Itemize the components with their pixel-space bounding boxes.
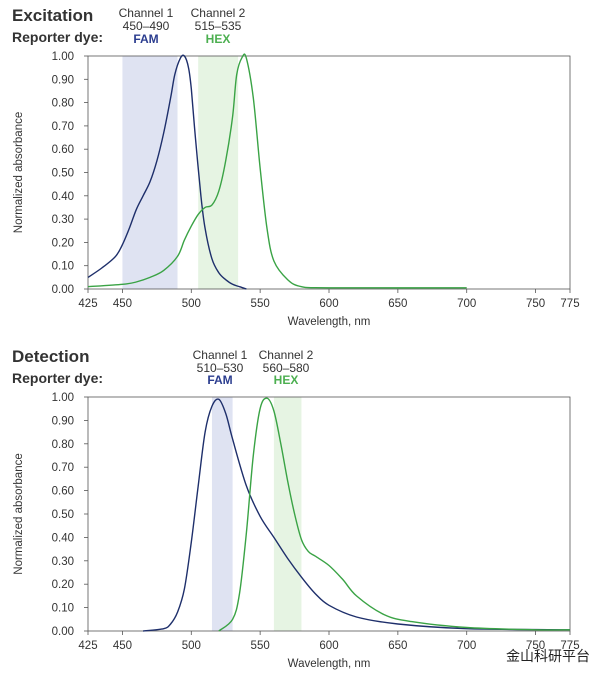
excitation-fam-series-line	[87, 54, 247, 290]
excitation-x-tick-label: 450	[113, 298, 132, 310]
detection-y-tick-label: 0.80	[52, 439, 74, 451]
excitation-y-axis: 0.00 0.10 0.20 0.30 0.40 0.50 0.60 0.70 0.80 0.90…	[52, 51, 88, 296]
detection-y-tick-label: 0.10	[52, 603, 74, 615]
excitation-channel-bands	[122, 56, 239, 289]
excitation-reporter-dye-label: Reporter dye:	[12, 29, 103, 45]
detection-y-tick-label: 0.90	[52, 415, 74, 427]
excitation-y-tick-label: 0.90	[52, 74, 74, 86]
excitation-channel-1-name: Channel 1	[119, 6, 174, 20]
watermark-text: 金山科研平台	[506, 649, 590, 665]
excitation-channel-1-dye: FAM	[133, 32, 158, 46]
detection-x-axis-title: Wavelength, nm	[288, 658, 371, 670]
detection-channel-1-range: 510–530	[197, 361, 244, 375]
detection-x-tick-label: 500	[182, 640, 201, 652]
detection-hex-series-line	[218, 397, 571, 632]
excitation-panel: Excitation Reporter dye: Channel 1 450–4…	[12, 6, 580, 328]
excitation-x-tick-label: 500	[182, 298, 201, 310]
excitation-y-tick-label: 0.50	[52, 168, 74, 180]
excitation-channel-2-dye: HEX	[206, 32, 231, 46]
detection-x-tick-label: 450	[113, 640, 132, 652]
excitation-y-tick-label: 0.70	[52, 121, 74, 133]
detection-x-tick-label: 700	[457, 640, 476, 652]
detection-y-tick-label: 0.00	[52, 626, 74, 638]
detection-channel-2-band	[273, 397, 302, 631]
excitation-channel-2-name: Channel 2	[191, 6, 246, 20]
excitation-x-tick-label: 550	[251, 298, 270, 310]
excitation-channel-1-range: 450–490	[123, 19, 170, 33]
excitation-y-tick-label: 0.30	[52, 214, 74, 226]
detection-plot-frame	[87, 396, 571, 632]
detection-x-axis: 425 450 500 550 600 650 700 750 775	[78, 631, 580, 652]
excitation-title: Excitation	[12, 6, 93, 25]
excitation-x-tick-label: 425	[78, 298, 97, 310]
excitation-y-tick-label: 0.10	[52, 261, 74, 273]
detection-channel-1-band	[211, 397, 233, 631]
detection-reporter-dye-label: Reporter dye:	[12, 370, 103, 386]
detection-channel-2-range: 560–580	[263, 361, 310, 375]
excitation-x-axis-title: Wavelength, nm	[288, 316, 371, 328]
excitation-series	[87, 53, 467, 290]
watermark: 金山科研平台	[506, 649, 590, 665]
excitation-x-axis: 425 450 500 550 600 650 700 750 775	[78, 289, 580, 310]
excitation-x-tick-label: 600	[319, 298, 338, 310]
excitation-y-tick-label: 0.00	[52, 284, 74, 296]
excitation-y-tick-label: 0.80	[52, 98, 74, 110]
excitation-y-axis-title: Normalized absorbance	[13, 112, 25, 233]
detection-channel-bands	[211, 397, 302, 631]
excitation-channel-2-range: 515–535	[195, 19, 242, 33]
detection-channel-1-name: Channel 1	[193, 348, 248, 362]
excitation-y-tick-label: 0.40	[52, 191, 74, 203]
excitation-y-tick-label: 1.00	[52, 51, 74, 63]
detection-y-tick-label: 0.30	[52, 556, 74, 568]
detection-y-tick-label: 1.00	[52, 392, 74, 404]
excitation-x-tick-label: 650	[388, 298, 407, 310]
detection-x-tick-label: 425	[78, 640, 97, 652]
excitation-x-tick-label: 750	[526, 298, 545, 310]
detection-y-tick-label: 0.50	[52, 509, 74, 521]
detection-x-tick-label: 650	[388, 640, 407, 652]
detection-panel: Detection Reporter dye: Channel 1 510–53…	[12, 347, 580, 670]
excitation-y-tick-label: 0.60	[52, 144, 74, 156]
detection-x-tick-label: 550	[251, 640, 270, 652]
excitation-channel-1-band	[122, 56, 178, 289]
detection-y-axis-title: Normalized absorbance	[13, 453, 25, 574]
excitation-x-tick-label: 700	[457, 298, 476, 310]
detection-x-tick-label: 600	[319, 640, 338, 652]
detection-channel-2-dye: HEX	[274, 373, 299, 387]
excitation-channel-2-band	[198, 56, 239, 289]
detection-y-tick-label: 0.20	[52, 579, 74, 591]
detection-x-tick-label: 750	[526, 640, 545, 652]
excitation-y-tick-label: 0.20	[52, 237, 74, 249]
detection-series	[143, 397, 571, 632]
detection-fam-series-line	[143, 398, 571, 632]
detection-channel-2-name: Channel 2	[259, 348, 314, 362]
detection-y-tick-label: 0.70	[52, 462, 74, 474]
detection-y-axis: 0.00 0.10 0.20 0.30 0.40 0.50 0.60 0.70 0.80 0.90…	[52, 392, 88, 638]
detection-y-tick-label: 0.40	[52, 532, 74, 544]
detection-title: Detection	[12, 347, 89, 366]
excitation-x-tick-label: 775	[560, 298, 579, 310]
detection-channel-1-dye: FAM	[207, 373, 232, 387]
detection-y-tick-label: 0.60	[52, 486, 74, 498]
excitation-hex-series-line	[87, 53, 467, 289]
detection-x-tick-label: 775	[560, 640, 579, 652]
